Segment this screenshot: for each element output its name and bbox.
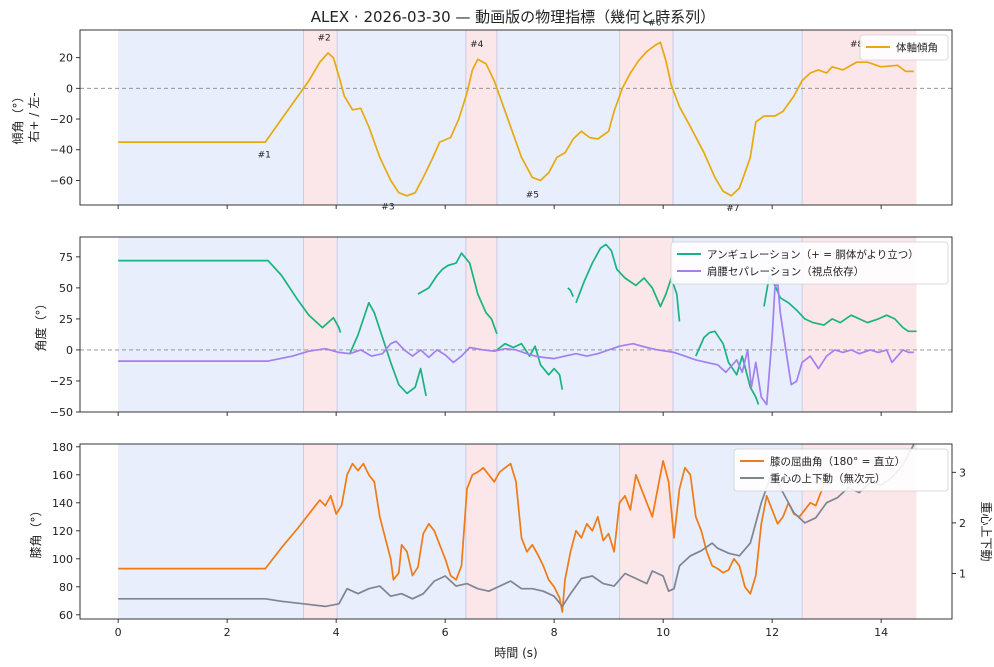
x-tick-label: 10: [656, 626, 670, 639]
legend-label: 重心の上下動（無次元）: [770, 472, 886, 485]
legend-box: [670, 241, 949, 285]
y-tick-label: 0: [66, 82, 73, 95]
plot-frame: [79, 236, 953, 413]
series-line-1: [763, 274, 917, 333]
y-tick-label: −20: [50, 113, 73, 126]
panel-angles: −50 −25 0 25 50 75 角度（°） アンギュレーション（+ = 胴体がより立つ）…: [33, 236, 953, 419]
series-line-1: [118, 41, 914, 197]
legend: 膝の屈曲角（180° = 直立） 重心の上下動（無次元）: [733, 448, 949, 492]
y-tick-label: 75: [59, 251, 73, 264]
x-tick-label: 8: [551, 626, 558, 639]
y-tick-label: 20: [59, 52, 73, 65]
legend-box: [733, 448, 949, 492]
phase-band: [465, 30, 497, 205]
y-axis-label: 膝角（°）: [29, 504, 43, 558]
series-line-1: [567, 287, 574, 297]
y-tick-label: 50: [59, 282, 73, 295]
series-line-1: [496, 342, 564, 390]
y-tick-label: 160: [52, 469, 73, 482]
series-line-1: [349, 301, 427, 397]
y-tick-label: 25: [59, 313, 73, 326]
legend: 体軸傾角: [859, 34, 949, 61]
event-annotation: #3: [381, 203, 394, 213]
legend-label: 体軸傾角: [896, 41, 938, 54]
phase-band: [118, 237, 304, 412]
legend-label: 肩腰セパレーション（視点依存）: [707, 265, 864, 278]
y-tick-label: 140: [52, 497, 73, 510]
x-tick-label: 2: [224, 626, 231, 639]
phase-band: [496, 444, 620, 619]
event-annotation: #2: [318, 34, 331, 44]
phase-band: [672, 30, 803, 205]
event-annotation: #1: [258, 150, 271, 160]
y-tick-label: 0: [66, 344, 73, 357]
series-group: [118, 243, 917, 406]
phase-band: [496, 30, 620, 205]
panel-trunk: −60 −40 −20 0 20 傾角（°） 右+ / 左- #1 #2 #3 #4 #5 #6 #7 #8…: [11, 18, 953, 214]
x-tick-label: 14: [874, 626, 888, 639]
x-axis-label: 時間 (s): [494, 646, 537, 660]
event-annotation: #6: [648, 18, 662, 28]
y-tick-label: −50: [50, 406, 73, 419]
series-line-2: [118, 444, 915, 608]
phase-band: [619, 30, 673, 205]
y2-tick-label: 2: [959, 517, 966, 530]
phase-band: [118, 444, 304, 619]
x-tick-label: 4: [333, 626, 340, 639]
event-annotation: #7: [726, 204, 739, 214]
y-tick-label: −60: [50, 174, 73, 187]
legend-label: 膝の屈曲角（180° = 直立）: [770, 455, 905, 468]
phase-band: [337, 30, 466, 205]
phase-band: [303, 444, 338, 619]
plot-frame: [79, 443, 953, 620]
phase-band: [619, 237, 673, 412]
legend-label: アンギュレーション（+ = 胴体がより立つ）: [707, 248, 919, 261]
x-tick-label: 12: [765, 626, 779, 639]
phase-band: [118, 30, 304, 205]
y2-tick-label: 3: [959, 466, 966, 479]
series-line-1: [118, 459, 828, 613]
y-tick-label: −25: [50, 375, 73, 388]
series-line-2: [118, 280, 914, 406]
y-tick-label: 80: [59, 581, 73, 594]
y-axis-label-secondary: 右+ / 左-: [26, 92, 41, 142]
y-tick-label: −40: [50, 144, 73, 157]
legend: アンギュレーション（+ = 胴体がより立つ） 肩腰セパレーション（視点依存）: [670, 241, 949, 285]
event-annotation: #5: [526, 190, 539, 200]
y-tick-label: 100: [52, 553, 73, 566]
series-line-1: [118, 259, 342, 333]
series-group: [118, 41, 914, 197]
phase-band: [337, 237, 466, 412]
event-annotation: #4: [470, 40, 484, 50]
y-axis-label: 傾角（°）: [11, 90, 25, 144]
phase-band: [619, 444, 673, 619]
phase-band: [496, 237, 620, 412]
phase-band: [337, 444, 466, 619]
x-tick-label: 6: [442, 626, 449, 639]
y2-axis-label: 重心上下動: [979, 501, 993, 561]
figure-title: ALEX · 2026-03-30 — 動画版の物理指標（幾何と時系列）: [311, 8, 715, 26]
x-tick-label: 0: [115, 626, 122, 639]
y-tick-label: 180: [52, 441, 73, 454]
y2-tick-label: 1: [959, 567, 966, 580]
y-tick-label: 60: [59, 609, 73, 622]
legend-box: [859, 34, 949, 61]
series-group: [118, 444, 915, 613]
event-annotation: #8: [850, 40, 864, 50]
y-axis-label: 角度（°）: [33, 297, 48, 351]
y-tick-label: 120: [52, 525, 73, 538]
series-line-1: [695, 330, 760, 405]
plot-frame: [79, 29, 953, 206]
series-line-1: [417, 252, 498, 335]
phase-band: [303, 30, 338, 205]
series-line-1: [575, 243, 681, 322]
